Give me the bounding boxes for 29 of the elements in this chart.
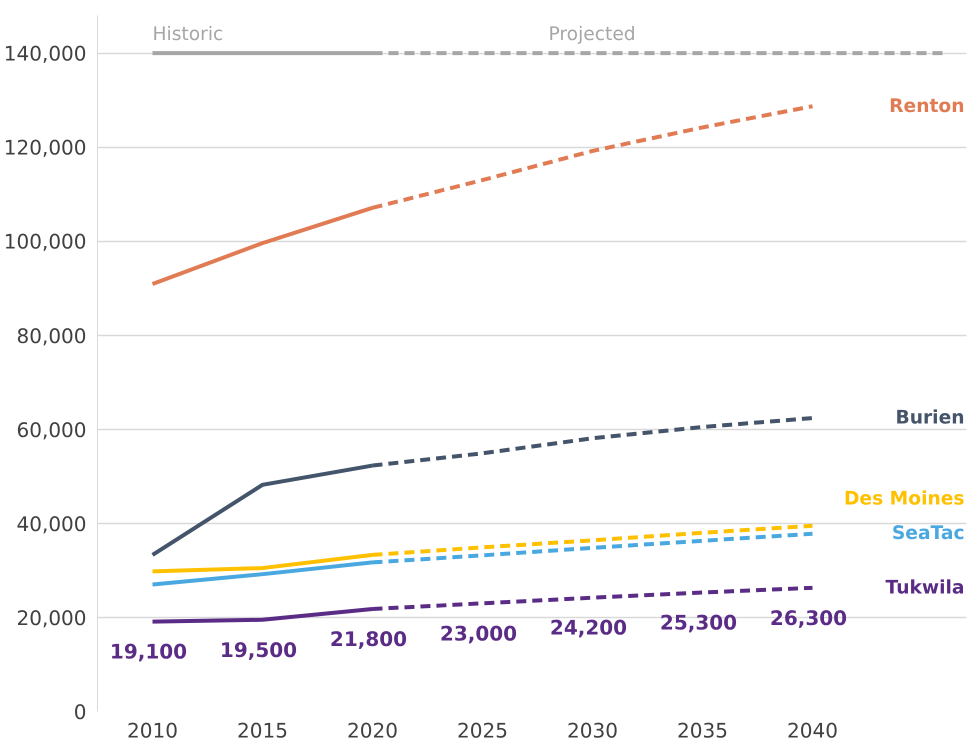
y-tick-label: 140,000 bbox=[4, 42, 87, 66]
y-tick-label: 80,000 bbox=[16, 324, 87, 348]
data-label: 24,200 bbox=[550, 616, 628, 640]
annotation: Historic bbox=[152, 24, 224, 46]
x-tick-label: 2010 bbox=[127, 718, 178, 740]
x-tick-label: 2040 bbox=[787, 718, 838, 740]
x-tick-label: 2015 bbox=[237, 718, 288, 740]
data-label: 21,800 bbox=[330, 626, 408, 651]
text: Tukwila bbox=[886, 577, 965, 598]
y-tick-label: 40,000 bbox=[16, 512, 87, 536]
y-tick-label: 120,000 bbox=[4, 136, 87, 160]
text: Burien bbox=[895, 408, 965, 429]
y-tick-label: 100,000 bbox=[4, 230, 87, 254]
data-label: 19,100 bbox=[110, 640, 188, 664]
text: SeaTac bbox=[892, 523, 965, 544]
annotation: Projected bbox=[548, 24, 636, 46]
series-label: Des Moines bbox=[844, 488, 965, 510]
data-label: 25,300 bbox=[660, 610, 738, 635]
x-tick-label: 2030 bbox=[567, 718, 618, 740]
y-tick-label: 0 bbox=[74, 700, 87, 724]
text: Renton bbox=[889, 96, 965, 117]
x-tick-label: 2020 bbox=[347, 718, 398, 740]
x-tick-label: 2025 bbox=[457, 718, 508, 740]
data-label: 19,500 bbox=[220, 638, 298, 662]
x-tick-label: 2035 bbox=[677, 718, 728, 740]
y-tick-label: 20,000 bbox=[16, 606, 87, 630]
data-label: 26,300 bbox=[770, 606, 848, 630]
y-tick-label: 60,000 bbox=[16, 418, 87, 442]
data-label: 23,000 bbox=[440, 621, 518, 646]
